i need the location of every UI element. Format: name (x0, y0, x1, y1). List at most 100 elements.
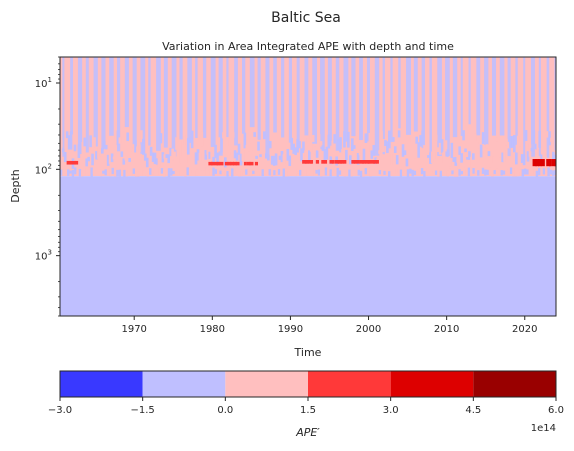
mixed-cell (462, 130, 465, 141)
mixed-cell (237, 143, 241, 155)
mixed-cell (454, 156, 458, 166)
mixed-cell (470, 168, 473, 177)
mixed-cell (345, 149, 348, 161)
mixed-cell (481, 167, 485, 174)
mixed-cell (217, 168, 220, 176)
mixed-cell (212, 167, 215, 176)
mixed-cell (181, 169, 185, 176)
mixed-cell (69, 170, 72, 174)
mixed-cell (90, 167, 93, 177)
mixed-cell (520, 154, 524, 164)
stripe (413, 57, 418, 132)
stripe (491, 57, 497, 136)
mixed-cell (538, 168, 541, 176)
mixed-cell (518, 140, 522, 147)
hot-spot-1 (362, 160, 366, 164)
mixed-cell (554, 170, 556, 176)
hot-spot-1 (367, 160, 371, 164)
mixed-cell (88, 167, 91, 176)
stripe (117, 57, 121, 152)
stripe (359, 57, 363, 141)
mixed-cell (205, 167, 208, 176)
mixed-cell (514, 167, 518, 177)
mixed-cell (93, 137, 96, 148)
mixed-cell (261, 169, 264, 177)
mixed-cell (155, 158, 159, 165)
mixed-cell (225, 140, 229, 147)
mixed-cell (261, 137, 264, 151)
mixed-cell (434, 170, 438, 175)
mixed-cell (464, 148, 467, 153)
mixed-cell (338, 170, 342, 175)
mixed-cell (333, 134, 336, 144)
mixed-cell (364, 168, 368, 175)
stripe (85, 57, 89, 153)
mixed-cell (376, 169, 379, 175)
mixed-cell (249, 133, 253, 144)
stripe (171, 57, 177, 157)
mixed-cell (95, 169, 98, 175)
mixed-cell (247, 167, 250, 176)
mixed-cell (322, 168, 325, 176)
mixed-cell (493, 145, 497, 153)
mixed-cell (220, 134, 223, 153)
mixed-cell (397, 168, 400, 175)
mixed-cell (417, 142, 420, 158)
mixed-cell (75, 156, 79, 163)
mixed-cell (97, 168, 100, 176)
mixed-cell (382, 139, 385, 152)
mixed-cell (341, 149, 344, 163)
mixed-cell (296, 139, 299, 153)
stripe (62, 57, 65, 157)
mixed-cell (466, 157, 469, 160)
figure-suptitle: Baltic Sea (271, 10, 341, 26)
y-axis-label: Depth (9, 169, 22, 203)
mixed-cell (113, 167, 117, 177)
mixed-cell (467, 167, 471, 177)
mixed-cell (227, 146, 231, 156)
mixed-cell (191, 169, 194, 174)
mixed-cell (472, 153, 475, 160)
mixed-cell (317, 133, 321, 151)
mixed-cell (345, 170, 349, 177)
stripe (546, 57, 550, 158)
mixed-cell (533, 168, 536, 175)
mixed-cell (81, 142, 85, 155)
mixed-cell (434, 134, 438, 141)
mixed-cell (516, 135, 520, 146)
mixed-cell (407, 136, 411, 153)
mixed-cell (181, 141, 184, 157)
mixed-cell (495, 137, 499, 142)
mixed-cell (437, 170, 440, 177)
mixed-cell (306, 137, 309, 144)
mixed-cell (242, 171, 246, 176)
mixed-cell (280, 150, 284, 163)
mixed-cell (173, 151, 176, 160)
stripe (273, 57, 277, 133)
mixed-cell (411, 145, 415, 161)
mixed-cell (313, 167, 316, 176)
mixed-cell (132, 168, 136, 174)
mixed-cell (125, 167, 129, 177)
mixed-cell (151, 152, 155, 162)
colorbar-segment (142, 371, 226, 397)
mixed-cell (253, 132, 256, 137)
mixed-cell (268, 140, 272, 149)
colorbar-segment (473, 371, 556, 397)
mixed-cell (460, 171, 464, 175)
mixed-cell (452, 157, 456, 162)
mixed-cell (415, 136, 419, 144)
mixed-cell (507, 169, 510, 177)
mixed-cell (127, 169, 131, 174)
mixed-cell (89, 135, 92, 148)
mixed-cell (85, 167, 89, 175)
mixed-cell (92, 169, 96, 174)
mixed-cell (83, 137, 87, 147)
mixed-cell (99, 171, 103, 177)
mixed-cell (124, 153, 128, 161)
mixed-cell (331, 140, 335, 157)
mixed-cell (535, 170, 539, 177)
stripe (343, 57, 349, 142)
mixed-cell (200, 131, 204, 147)
